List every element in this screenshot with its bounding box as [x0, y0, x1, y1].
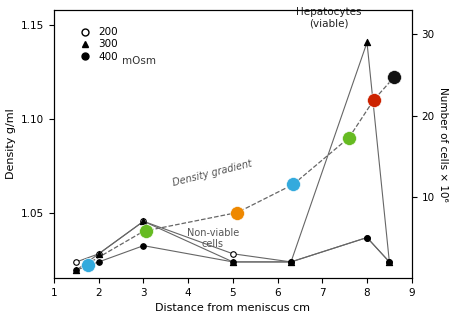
Point [140, 219, 147, 224]
Point [73, 268, 80, 273]
Point [234, 210, 241, 215]
Point [95, 251, 103, 256]
Point [363, 235, 370, 240]
Point [287, 259, 295, 264]
Point [229, 251, 237, 256]
Point [84, 263, 91, 268]
Point [390, 75, 397, 80]
Point [363, 235, 370, 240]
Point [386, 259, 393, 264]
Point [386, 259, 393, 264]
Point [287, 259, 295, 264]
Y-axis label: Number of cells × 10⁶: Number of cells × 10⁶ [439, 87, 449, 201]
Point [95, 259, 103, 264]
Point [140, 243, 147, 248]
Y-axis label: Density g/ml: Density g/ml [5, 109, 15, 180]
Point [142, 229, 149, 234]
X-axis label: Distance from meniscus cm: Distance from meniscus cm [155, 303, 311, 314]
Point [370, 97, 377, 102]
Text: Hepatocytes
(viable): Hepatocytes (viable) [296, 7, 362, 29]
Text: Density gradient: Density gradient [172, 159, 253, 188]
Point [95, 251, 103, 256]
Point [363, 40, 370, 45]
Point [386, 259, 393, 264]
Legend: 200, 300, 400: 200, 300, 400 [70, 23, 122, 66]
Point [73, 259, 80, 264]
Point [229, 259, 237, 264]
Text: mOsm: mOsm [122, 56, 156, 66]
Point [140, 219, 147, 224]
Point [290, 182, 297, 187]
Point [73, 268, 80, 273]
Point [345, 135, 353, 140]
Text: Non-viable
cells: Non-viable cells [187, 227, 239, 249]
Point [229, 259, 237, 264]
Point [287, 259, 295, 264]
